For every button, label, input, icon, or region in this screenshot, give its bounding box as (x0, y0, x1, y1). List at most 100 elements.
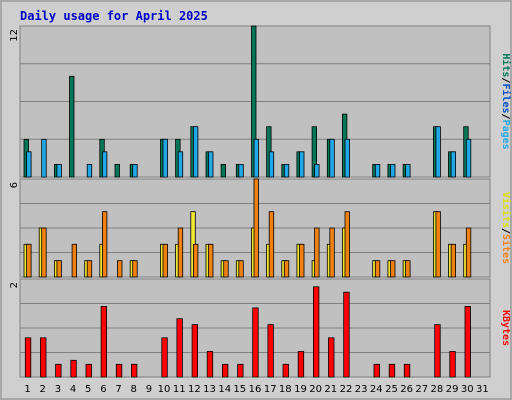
day-label-8: 8 (131, 384, 137, 395)
bar-kbytes-day-22 (343, 291, 350, 378)
bar-hits-day-14 (220, 163, 227, 178)
bar-files-day-1 (26, 151, 32, 178)
bar-sites-day-21 (329, 227, 335, 278)
day-label-15: 15 (233, 384, 246, 395)
bar-kbytes-day-17 (267, 324, 274, 378)
legend-item-pages: Pages (500, 120, 511, 150)
bar-files-day-24 (374, 163, 381, 178)
bar-files-day-10 (162, 138, 168, 178)
bar-kbytes-day-6 (100, 305, 107, 378)
bar-kbytes-day-14 (221, 363, 229, 378)
legend-item-kbytes: KBytes (500, 310, 511, 346)
bar-kbytes-day-3 (55, 363, 62, 378)
bar-files-day-26 (405, 163, 411, 178)
bar-sites-day-14 (223, 260, 229, 278)
bar-sites-day-30 (465, 227, 472, 278)
panel-1-legend: Hits/Files/Pages (500, 53, 512, 149)
bar-sites-day-13 (208, 243, 214, 278)
bar-sites-day-25 (390, 260, 396, 278)
day-label-26: 26 (400, 384, 413, 395)
bar-files-day-18 (283, 163, 290, 178)
day-label-17: 17 (264, 384, 277, 395)
bar-kbytes-day-16 (252, 307, 259, 378)
bar-sites-day-16 (253, 178, 259, 278)
bar-files-day-3 (56, 163, 62, 178)
bar-kbytes-day-18 (282, 363, 289, 378)
bar-sites-day-17 (268, 211, 275, 278)
bar-kbytes-day-10 (161, 337, 168, 378)
bar-hits-day-4 (69, 75, 75, 178)
day-label-11: 11 (173, 384, 186, 395)
bar-sites-day-7 (117, 260, 123, 278)
bar-files-day-17 (268, 151, 275, 178)
bar-sites-day-6 (102, 211, 108, 278)
bar-files-day-30 (465, 138, 472, 178)
bar-sites-day-24 (374, 260, 381, 278)
legend-item-files: Files (500, 83, 512, 113)
bar-sites-day-5 (86, 260, 93, 278)
bar-sites-day-12 (192, 243, 199, 278)
bar-kbytes-day-11 (176, 318, 183, 378)
panel-1-max-label: 12 (9, 29, 20, 42)
bar-kbytes-day-1 (24, 337, 32, 378)
day-label-13: 13 (203, 384, 216, 395)
bar-sites-day-4 (71, 243, 77, 278)
bar-files-day-15 (238, 163, 244, 178)
bar-sites-day-10 (162, 243, 168, 278)
day-label-2: 2 (40, 384, 46, 395)
bar-kbytes-day-2 (40, 337, 47, 378)
bar-kbytes-day-5 (85, 363, 92, 378)
panel-2-legend: Visits/Sites (500, 192, 512, 264)
day-label-10: 10 (158, 384, 171, 395)
bar-sites-day-20 (314, 227, 320, 278)
day-label-4: 4 (70, 384, 76, 395)
day-label-28: 28 (431, 384, 444, 395)
bar-kbytes-day-7 (115, 363, 123, 378)
day-label-6: 6 (100, 384, 106, 395)
bar-files-day-29 (450, 151, 457, 178)
day-label-27: 27 (415, 384, 428, 395)
day-label-16: 16 (249, 384, 262, 395)
day-label-30: 30 (461, 384, 474, 395)
day-label-21: 21 (324, 384, 337, 395)
bar-kbytes-day-8 (130, 363, 138, 378)
day-label-29: 29 (446, 384, 459, 395)
legend-item-separator: / (500, 228, 511, 234)
bar-sites-day-28 (435, 211, 441, 278)
bar-kbytes-day-15 (237, 363, 244, 378)
panel-3-max-label: 2 (9, 282, 20, 288)
day-label-18: 18 (279, 384, 292, 395)
day-label-3: 3 (55, 384, 61, 395)
bar-files-day-22 (344, 138, 350, 178)
bar-sites-day-8 (132, 260, 138, 278)
bar-files-day-11 (177, 151, 184, 178)
bar-files-day-2 (41, 138, 47, 178)
legend-item-visits: Visits (500, 192, 512, 228)
panel-2-max-label: 6 (9, 182, 20, 188)
bar-sites-day-1 (26, 243, 32, 278)
bar-files-day-25 (390, 163, 396, 178)
bar-kbytes-day-21 (328, 337, 335, 378)
day-label-1: 1 (24, 384, 30, 395)
bar-files-day-8 (132, 163, 138, 178)
bar-files-day-13 (208, 151, 214, 178)
bar-sites-day-22 (344, 211, 350, 278)
legend-item-separator: / (500, 77, 511, 83)
bar-sites-day-15 (238, 260, 244, 278)
bar-sites-day-2 (41, 227, 47, 278)
legend-item-sites: Sites (500, 234, 512, 264)
day-label-12: 12 (188, 384, 201, 395)
day-label-24: 24 (370, 384, 383, 395)
bar-kbytes-day-13 (206, 351, 214, 378)
bar-files-day-6 (102, 151, 108, 178)
bar-files-day-28 (435, 126, 441, 178)
day-label-25: 25 (385, 384, 398, 395)
day-label-23: 23 (355, 384, 368, 395)
day-label-20: 20 (309, 384, 322, 395)
bar-kbytes-day-24 (373, 363, 380, 378)
bar-files-day-12 (192, 126, 199, 178)
bar-kbytes-day-29 (449, 351, 456, 378)
bar-kbytes-day-19 (297, 351, 305, 378)
bar-files-day-21 (329, 138, 335, 178)
bar-hits-day-7 (114, 163, 120, 178)
